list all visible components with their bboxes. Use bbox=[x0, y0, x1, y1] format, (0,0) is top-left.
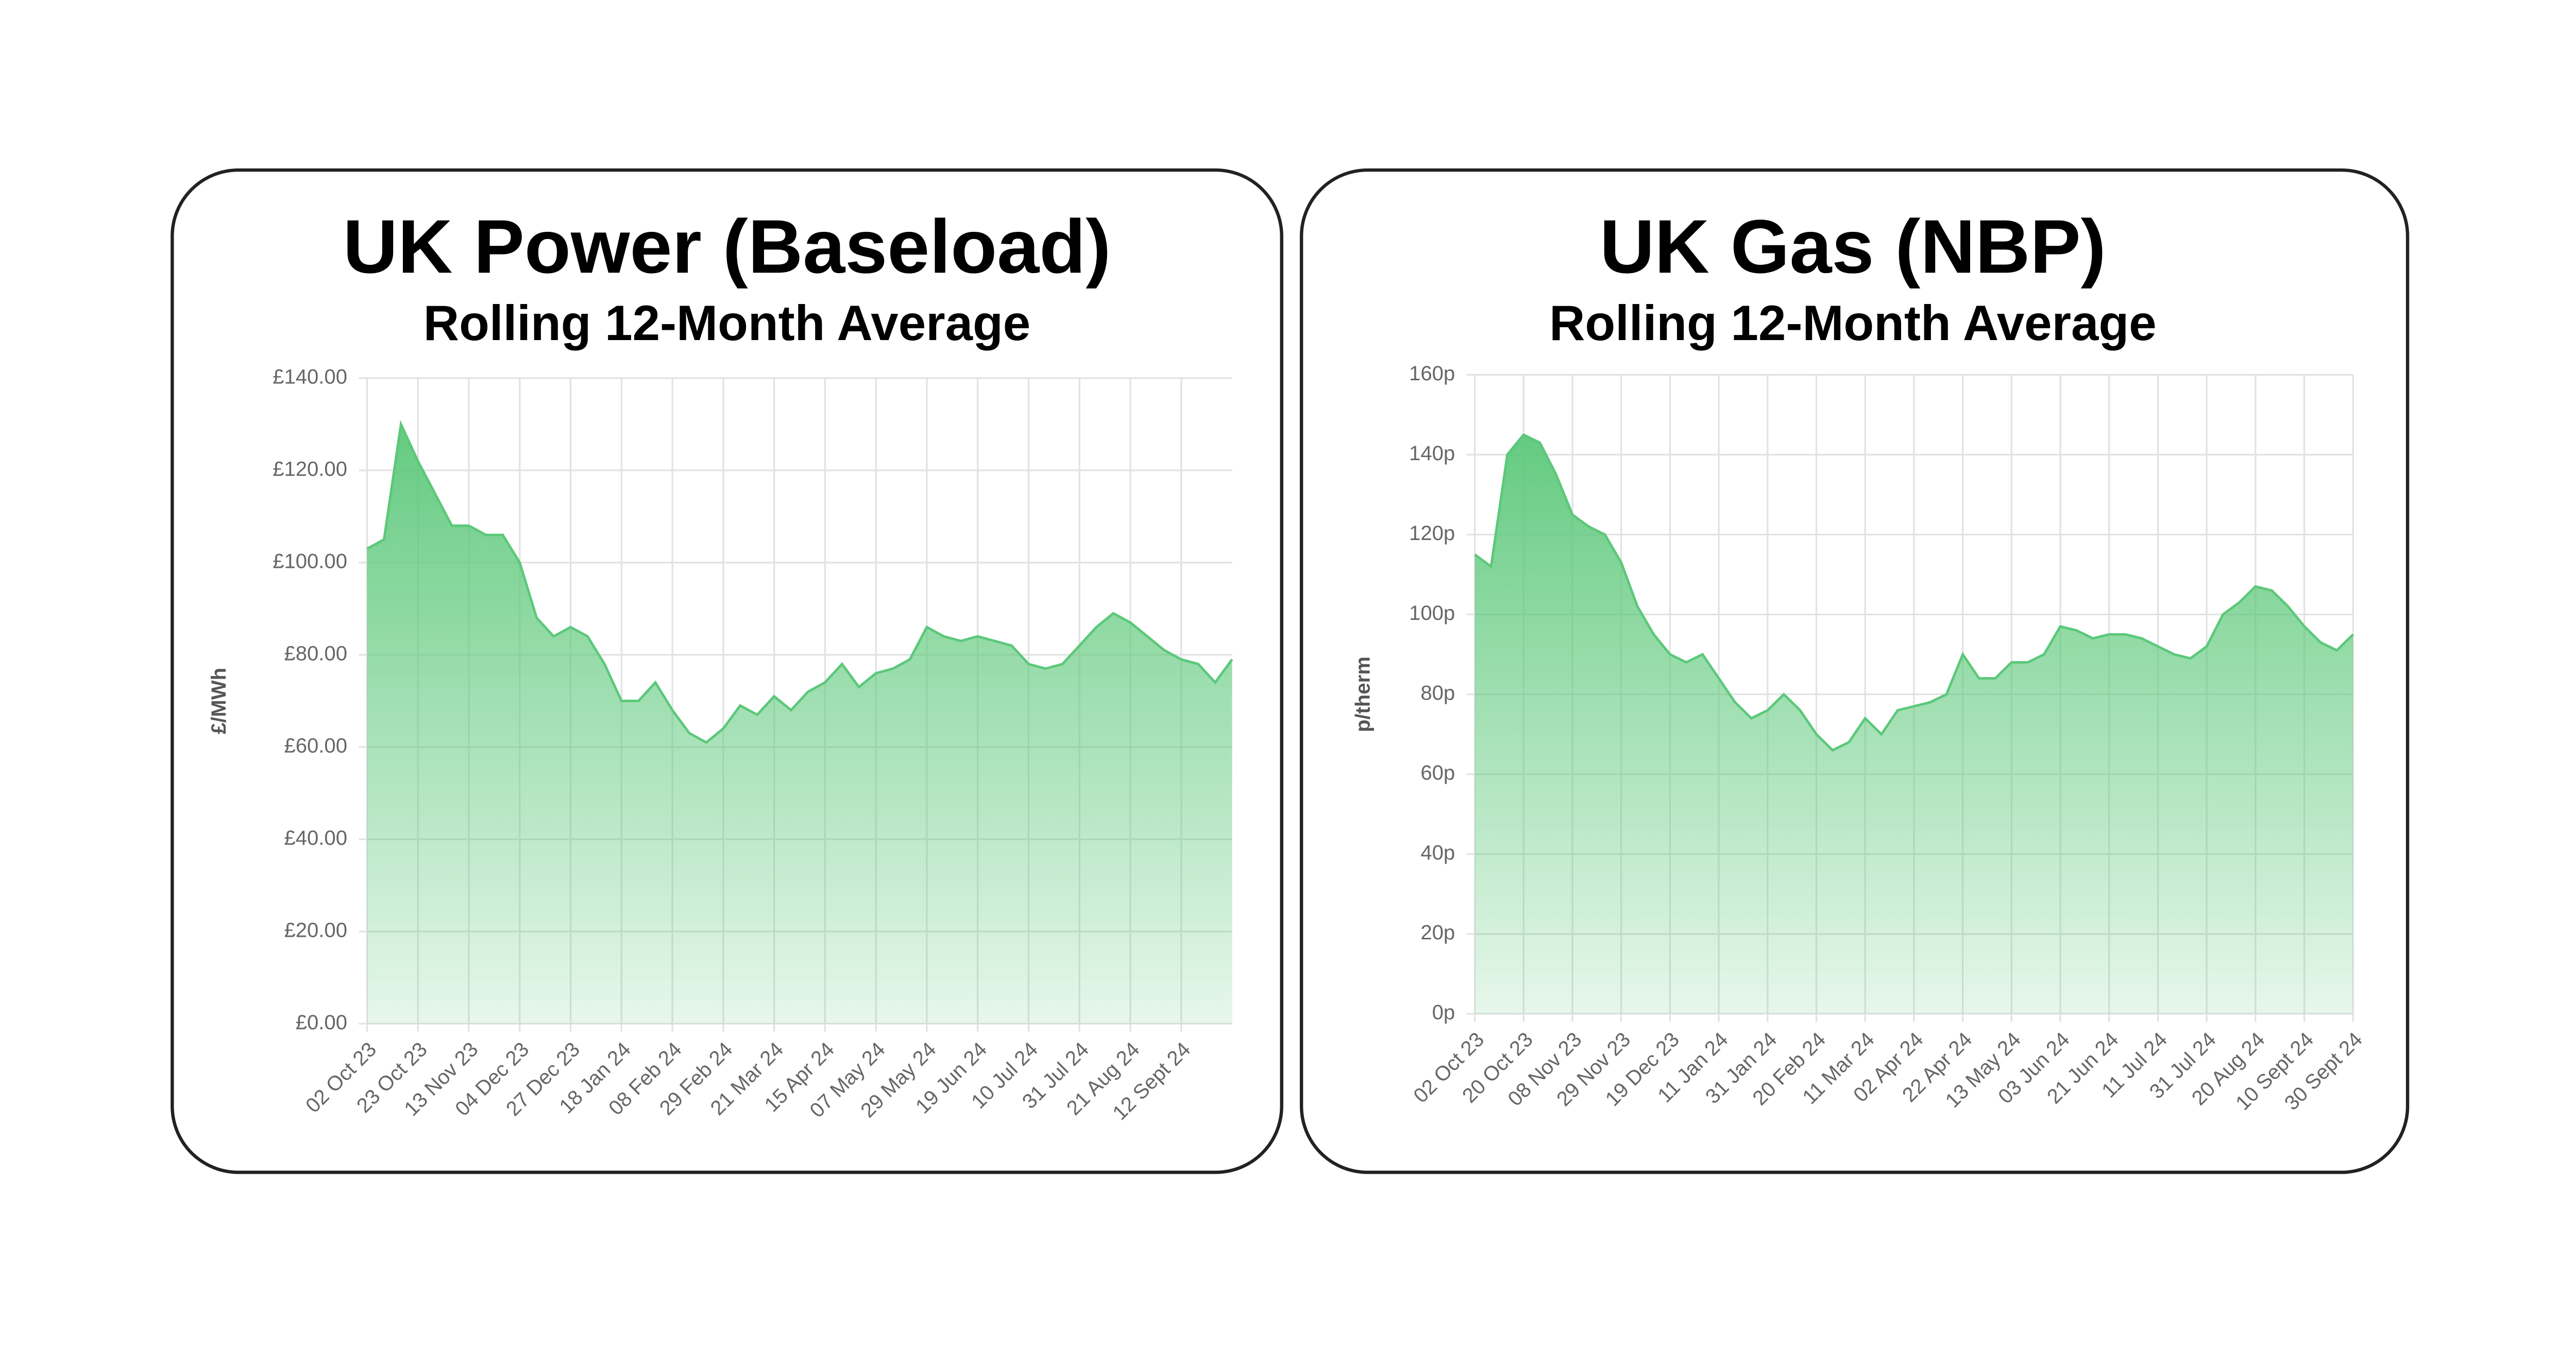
y-tick-label: 120p bbox=[1409, 522, 1455, 545]
line bbox=[366, 419, 1233, 744]
y-tick-label: £60.00 bbox=[284, 734, 347, 757]
axis-title: p/therm bbox=[1351, 656, 1374, 732]
axis-title: £/MWh bbox=[208, 668, 230, 734]
y-tick-label: £0.00 bbox=[296, 1011, 347, 1034]
y-tick-label: 60p bbox=[1420, 762, 1455, 784]
y-tick-label: 80p bbox=[1420, 682, 1455, 704]
y-tick-label: 40p bbox=[1420, 841, 1455, 864]
chart-title: UK Power (Baseload) bbox=[343, 205, 1111, 289]
area bbox=[367, 424, 1232, 1024]
y-tick-label: 0p bbox=[1432, 1001, 1455, 1024]
y-tick-label: 20p bbox=[1420, 921, 1455, 944]
y-tick-label: 160p bbox=[1409, 362, 1455, 385]
area bbox=[1475, 434, 2353, 1014]
y-tick-label: £80.00 bbox=[284, 642, 347, 665]
y-tick-label: £120.00 bbox=[273, 458, 347, 480]
chart-subtitle: Rolling 12-Month Average bbox=[423, 296, 1031, 351]
y-tick-label: 100p bbox=[1409, 602, 1455, 625]
line bbox=[1474, 433, 2354, 752]
y-tick-label: £40.00 bbox=[284, 827, 347, 849]
y-tick-label: £20.00 bbox=[284, 919, 347, 941]
chart-subtitle: Rolling 12-Month Average bbox=[1549, 296, 2157, 351]
y-tick-label: £100.00 bbox=[273, 550, 347, 572]
chart-title: UK Gas (NBP) bbox=[1600, 205, 2106, 289]
y-tick-label: £140.00 bbox=[273, 365, 347, 388]
y-tick-label: 140p bbox=[1409, 442, 1455, 465]
